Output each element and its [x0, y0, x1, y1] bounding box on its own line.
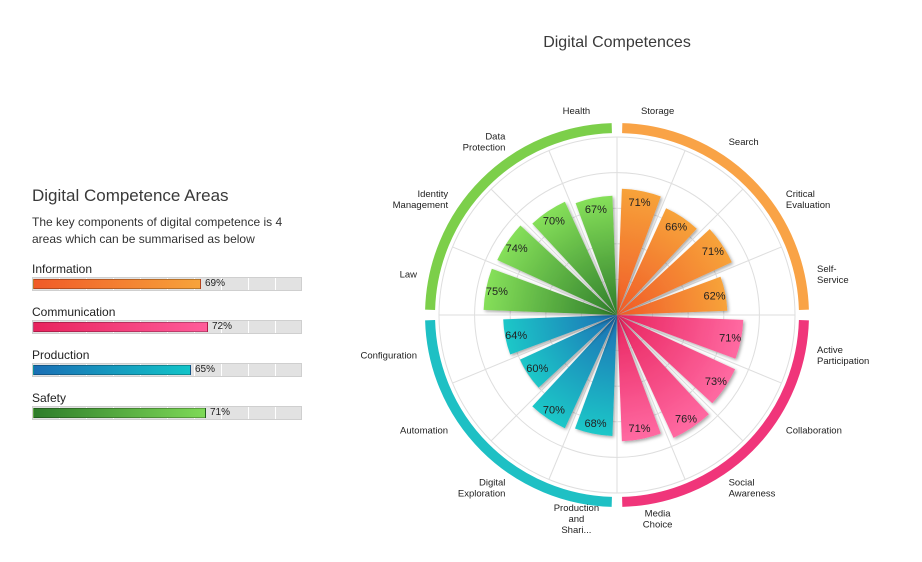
category-label: Critical Evaluation: [786, 189, 830, 211]
data-label: 68%: [584, 418, 606, 430]
grid-spoke: [616, 188, 744, 316]
data-label: 64%: [505, 330, 527, 342]
category-label: Automation: [400, 426, 448, 437]
category-label: Digital Exploration: [458, 477, 506, 499]
category-label: Data Protection: [463, 132, 506, 154]
polar-bar: [532, 315, 617, 429]
data-label: 60%: [526, 363, 548, 375]
polar-bar: [617, 208, 697, 315]
area-bar-label: Information: [32, 262, 93, 276]
data-label: 70%: [543, 405, 565, 417]
polar-chart: Digital Competences 71% 66% 71% 62% 71% 73% 76%…: [360, 34, 869, 536]
chart-title: Digital Competences: [543, 34, 691, 51]
area-bar-value: 69%: [205, 278, 226, 289]
polar-bar: [617, 315, 744, 359]
data-label: 62%: [703, 291, 725, 303]
data-label: 71%: [628, 197, 650, 209]
category-label: Configuration: [360, 351, 417, 362]
area-bar-production: Production 65%: [32, 348, 304, 377]
area-bar-track: 71%: [32, 406, 302, 420]
area-bar-label: Communication: [32, 305, 116, 319]
polar-bar: [503, 315, 617, 355]
data-label: 71%: [628, 423, 650, 435]
area-bar-track: 65%: [32, 363, 302, 377]
grid-spoke: [616, 314, 744, 442]
polar-bar: [617, 188, 661, 315]
polar-bar: [520, 315, 617, 388]
category-label: Identity Management: [393, 189, 449, 211]
data-label: 74%: [506, 243, 528, 255]
polar-bar: [497, 225, 617, 315]
area-bar-fill: [33, 365, 191, 375]
area-bar-value: 71%: [210, 407, 231, 418]
polar-bar: [483, 268, 617, 315]
polar-bar: [617, 315, 736, 404]
area-bar-fill: [33, 408, 206, 418]
competence-areas-panel: Digital Competence Areas The key compone…: [32, 186, 304, 434]
category-label: Production and Shari...: [554, 503, 599, 536]
data-label: 71%: [702, 246, 724, 258]
category-label: Social Awareness: [729, 477, 776, 499]
area-bar-value: 65%: [195, 364, 216, 375]
group-ring-safety: [425, 123, 612, 310]
area-bar-communication: Communication 72%: [32, 305, 304, 334]
data-label: 73%: [705, 376, 727, 388]
group-ring-production: [425, 320, 612, 507]
category-label: Health: [563, 106, 590, 117]
category-label: Active Participation: [817, 345, 869, 367]
data-label: 70%: [543, 216, 565, 228]
category-label: Media Choice: [643, 509, 673, 531]
polar-bar: [617, 276, 728, 315]
data-label: 67%: [585, 204, 607, 216]
data-label: 66%: [665, 222, 687, 234]
area-bar-track: 69%: [32, 277, 302, 291]
grid-spoke: [548, 150, 618, 316]
grid-spoke: [452, 246, 618, 316]
grid-spoke: [490, 314, 618, 442]
area-bar-track: 72%: [32, 320, 302, 334]
data-label: 75%: [486, 286, 508, 298]
area-bar-label: Production: [32, 348, 90, 362]
grid-spoke: [616, 246, 782, 316]
polar-bar: [575, 315, 617, 436]
category-label: Law: [400, 269, 418, 280]
polar-bar: [617, 229, 732, 315]
polar-bar: [575, 195, 617, 315]
polar-bar: [617, 315, 709, 438]
panel-subtitle: The key components of digital competence…: [32, 215, 283, 246]
area-bar-fill: [33, 322, 208, 332]
grid-spoke: [616, 314, 686, 480]
category-label: Collaboration: [786, 426, 842, 437]
data-label: 76%: [675, 413, 697, 425]
data-label: 71%: [719, 333, 741, 345]
grid-spoke: [548, 314, 618, 480]
category-label: Search: [729, 137, 759, 148]
grid-spoke: [616, 150, 686, 316]
area-bar-safety: Safety 71%: [32, 391, 304, 420]
group-ring-information: [622, 123, 809, 310]
grid-spoke: [616, 314, 782, 384]
group-ring-communication: [622, 320, 809, 507]
grid-spoke: [452, 314, 618, 384]
polar-bar: [617, 315, 661, 442]
category-label: Storage: [641, 106, 674, 117]
panel-title: Digital Competence Areas: [32, 186, 229, 205]
polar-bar: [532, 201, 617, 315]
grid-spoke: [490, 188, 618, 316]
area-bar-fill: [33, 279, 201, 289]
area-bar-value: 72%: [212, 321, 233, 332]
area-bar-label: Safety: [32, 391, 67, 405]
area-bar-information: Information 69%: [32, 262, 304, 291]
area-bars: Information 69% Communication 72% Production…: [32, 262, 304, 420]
category-label: Self-Service: [817, 264, 849, 286]
